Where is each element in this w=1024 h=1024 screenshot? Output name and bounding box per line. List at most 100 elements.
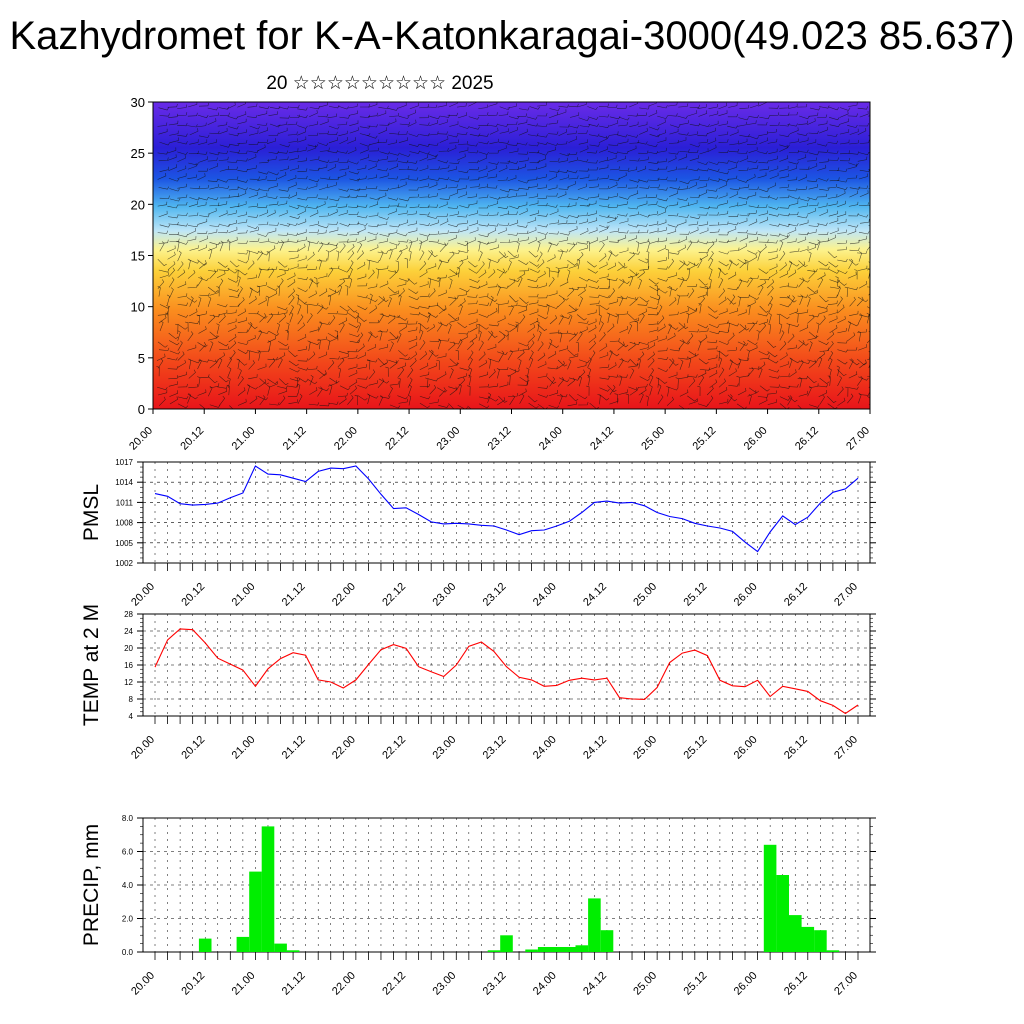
wind-barb <box>638 308 647 316</box>
wind-barb <box>549 158 560 162</box>
wind-barb <box>347 354 358 360</box>
wind-barb <box>229 260 240 268</box>
wind-barb <box>189 185 201 189</box>
wind-barb <box>369 305 378 314</box>
wind-barb <box>757 122 768 126</box>
wind-barb <box>648 160 659 165</box>
wind-barb <box>608 313 619 318</box>
wind-barb <box>707 354 718 360</box>
wind-barb <box>349 333 360 338</box>
wind-barb <box>389 341 394 352</box>
wind-barb <box>688 350 699 357</box>
wind-barb <box>328 125 340 130</box>
x-tick-label: 23.00 <box>430 581 458 609</box>
wind-barb <box>249 395 258 405</box>
wind-barb <box>347 348 358 353</box>
wind-barb <box>818 105 830 109</box>
wind-barb <box>528 143 539 147</box>
wind-barb <box>308 302 319 306</box>
wind-barb <box>268 222 279 226</box>
wind-barb <box>738 243 747 251</box>
wind-barb <box>428 288 436 298</box>
wind-barb <box>588 217 598 224</box>
wind-barb <box>837 286 841 297</box>
wind-barb <box>447 234 457 242</box>
wind-barb <box>567 259 578 266</box>
wind-barb <box>379 280 389 288</box>
wind-barb <box>599 253 607 263</box>
wind-barb <box>318 273 328 279</box>
wind-barb <box>438 230 449 235</box>
wind-barb <box>489 259 500 263</box>
wind-barb <box>388 386 393 397</box>
wind-barb <box>218 185 230 189</box>
wind-barb <box>478 261 485 272</box>
wind-barb <box>537 123 548 127</box>
wind-barb <box>559 124 570 128</box>
wind-barb <box>758 188 769 193</box>
wind-barb <box>429 119 438 126</box>
wind-barb <box>698 278 708 286</box>
wind-barb <box>608 131 619 136</box>
wind-barb <box>168 375 179 380</box>
wind-barb <box>437 213 448 217</box>
wind-barb <box>718 131 729 136</box>
wind-barb <box>217 278 224 289</box>
wind-barb <box>556 360 565 370</box>
wind-barb <box>598 135 610 139</box>
wind-barb <box>866 312 870 324</box>
wind-barb <box>577 284 587 289</box>
wind-barb <box>497 397 506 406</box>
wind-barb <box>697 323 709 329</box>
wind-barb <box>857 330 862 342</box>
wind-barb <box>449 211 459 217</box>
wind-barb <box>829 285 841 289</box>
wind-barb <box>637 302 648 306</box>
wind-barb <box>718 398 729 405</box>
wind-barb <box>339 243 346 254</box>
wind-barb <box>718 221 729 226</box>
wind-barb <box>339 136 348 144</box>
wind-barb <box>177 183 187 189</box>
wind-barb <box>237 358 248 366</box>
x-tick-label: 26.12 <box>782 970 810 998</box>
wind-barb <box>257 363 267 370</box>
wind-barb <box>407 220 418 226</box>
wind-barb <box>739 372 750 378</box>
wind-barb <box>507 374 511 386</box>
wind-barb <box>478 241 490 245</box>
wind-barb <box>338 317 348 325</box>
wind-barb <box>338 238 349 243</box>
wind-barb <box>666 385 670 397</box>
wind-barb <box>327 294 332 306</box>
wind-barb <box>168 120 179 126</box>
wind-barb <box>297 208 306 216</box>
wind-barb <box>718 350 729 357</box>
wind-barb <box>219 194 230 199</box>
wind-barb <box>629 297 637 307</box>
wind-barb <box>799 278 810 283</box>
wind-barb <box>818 389 828 398</box>
wind-barb <box>378 155 388 161</box>
wind-barb <box>509 347 520 352</box>
wind-barb <box>478 293 489 298</box>
wind-barb <box>519 376 530 383</box>
wind-barb <box>678 292 689 297</box>
wind-barb <box>458 170 469 174</box>
wind-barb <box>297 186 308 190</box>
wind-barb <box>639 344 649 351</box>
wind-barb <box>469 324 478 333</box>
wind-barb <box>297 147 307 153</box>
wind-barb <box>228 133 240 137</box>
wind-barb <box>437 322 449 327</box>
wind-barb <box>799 294 804 306</box>
wind-barb <box>808 341 813 352</box>
wind-barb <box>747 159 758 164</box>
wind-barb <box>489 200 498 207</box>
wind-barb <box>598 225 608 233</box>
wind-barb <box>499 189 511 193</box>
wind-barb <box>229 193 239 198</box>
wind-barb <box>257 233 268 237</box>
wind-barb <box>327 289 337 298</box>
wind-barb <box>505 330 509 341</box>
